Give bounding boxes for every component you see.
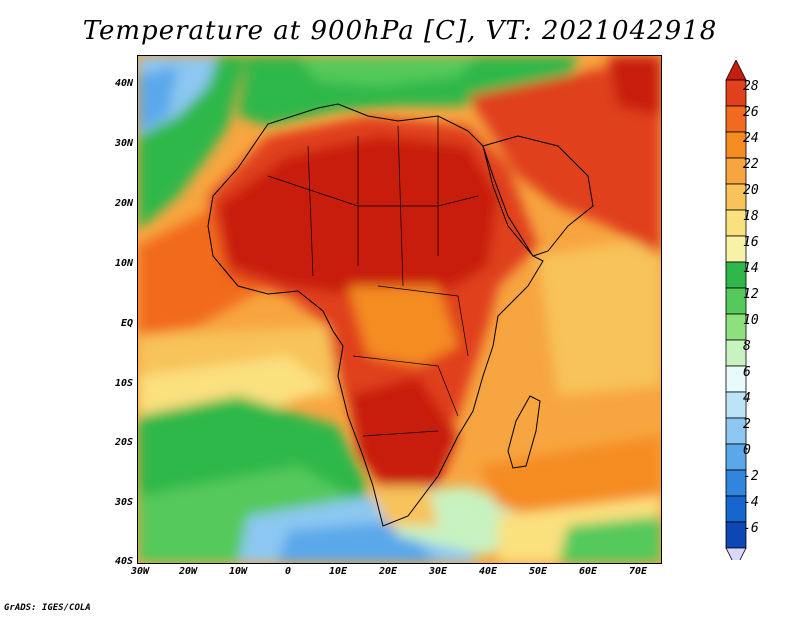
colorbar-label: 0: [743, 443, 751, 458]
colorbar-label: 6: [743, 365, 751, 380]
lon-tick: 10W: [228, 566, 248, 577]
lat-tick: 40S: [114, 556, 133, 567]
lat-tick: 10N: [114, 258, 133, 269]
africa-coastline: [207, 103, 544, 527]
colorbar-max-arrow: [725, 60, 747, 81]
colorbar: [725, 60, 747, 560]
lat-tick: 30N: [114, 138, 133, 149]
country-borders: [267, 116, 479, 437]
colorbar-label: -2: [743, 469, 759, 484]
lat-tick: 30S: [114, 497, 133, 508]
lon-tick: 20W: [178, 566, 198, 577]
lon-tick: 40E: [478, 566, 498, 577]
colorbar-label: 22: [743, 157, 759, 172]
colorbar-label: 2: [743, 417, 751, 432]
credit-text: GrADS: IGES/COLA: [4, 603, 91, 613]
hot-zone-southern-africa: [348, 376, 458, 496]
lon-tick: 60E: [578, 566, 598, 577]
colorbar-label: 8: [743, 339, 751, 354]
lat-tick: EQ: [120, 318, 133, 329]
lon-tick: 0: [284, 566, 292, 577]
lon-tick: 70E: [628, 566, 648, 577]
colorbar-label: 26: [743, 105, 759, 120]
colorbar-label: 20: [743, 183, 759, 198]
colorbar-label: 18: [743, 209, 759, 224]
lon-tick: 10E: [328, 566, 348, 577]
temperature-map: [137, 55, 662, 564]
lat-tick: 40N: [114, 78, 133, 89]
colorbar-label: 28: [743, 79, 759, 94]
madagascar-outline: [507, 395, 541, 469]
colorbar-label: 24: [743, 131, 759, 146]
chart-title: Temperature at 900hPa [C], VT: 202104291…: [82, 16, 718, 46]
colorbar-label: -4: [743, 495, 759, 510]
lat-tick: 10S: [114, 378, 133, 389]
colorbar-label: 4: [743, 391, 751, 406]
colorbar-label: 10: [743, 313, 759, 328]
lon-tick: 20E: [378, 566, 398, 577]
lat-tick: 20S: [114, 437, 133, 448]
lat-tick: 20N: [114, 198, 133, 209]
lon-tick: 50E: [528, 566, 548, 577]
colorbar-min-arrow: [725, 547, 747, 560]
lon-tick: 30E: [428, 566, 448, 577]
arabia-outline: [482, 135, 594, 257]
map-canvas: [138, 56, 661, 563]
colorbar-label: -6: [743, 521, 759, 536]
colorbar-label: 14: [743, 261, 759, 276]
colorbar-label: 12: [743, 287, 759, 302]
colorbar-label: 16: [743, 235, 759, 250]
lon-tick: 30W: [130, 566, 150, 577]
